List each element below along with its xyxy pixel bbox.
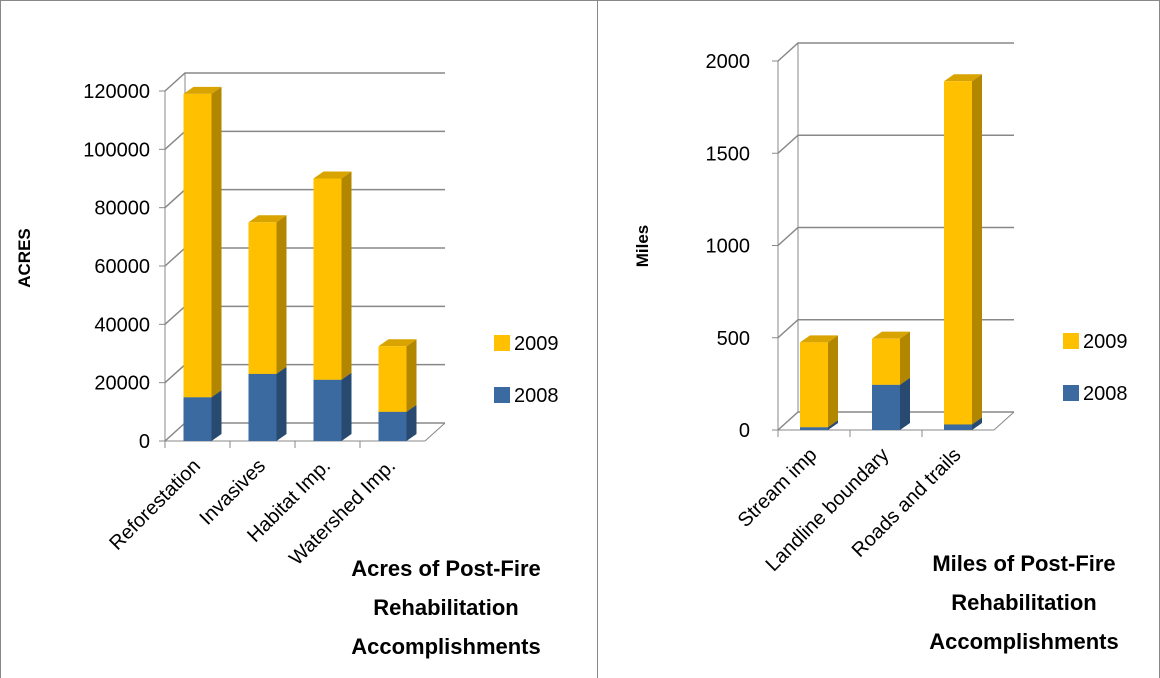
grid-line (777, 134, 1014, 154)
bar-side (276, 215, 287, 374)
bar-front (183, 397, 212, 441)
bar-side (828, 335, 838, 428)
y-tick-label: 500 (717, 328, 750, 350)
bar-side (972, 417, 982, 430)
legend-swatch (1063, 333, 1079, 349)
bar-front (944, 81, 972, 425)
bar-front (313, 178, 342, 380)
legend-swatch (494, 335, 510, 351)
y-tick-label: 80000 (94, 198, 150, 220)
grid-line (164, 72, 445, 92)
bar-front (944, 424, 972, 430)
legend-label: 2008 (514, 385, 559, 407)
bar-side (900, 331, 910, 385)
grid-line (777, 42, 1014, 62)
x-tick-label: Landline boundary (762, 444, 894, 576)
grid-line (777, 226, 1014, 247)
bar-front (872, 384, 900, 430)
bar-front (378, 411, 407, 441)
bar (248, 366, 287, 441)
bar-front (248, 222, 277, 374)
legend-label: 2009 (514, 333, 559, 355)
bar-top (313, 171, 352, 179)
bar (183, 390, 222, 441)
bar (248, 215, 287, 374)
bar-front (800, 342, 828, 428)
floor-edge (424, 422, 446, 442)
bar (872, 377, 910, 430)
bar-top (378, 339, 417, 347)
y-tick-label: 120000 (83, 81, 150, 103)
x-tick-label: Reforestation (105, 455, 205, 555)
y-tick-label: 100000 (83, 139, 150, 161)
bar-top (248, 215, 287, 223)
bar-front (872, 338, 900, 385)
bar-side (341, 372, 352, 441)
y-tick-label: 0 (139, 431, 150, 453)
chart-title: Acres of Post-Fire Rehabilitation Accomp… (351, 556, 541, 659)
bar-front (248, 373, 277, 441)
legend-label: 2008 (1083, 383, 1128, 405)
bar-front (313, 379, 342, 441)
chart-title: Miles of Post-Fire Rehabilitation Accomp… (929, 551, 1119, 654)
y-tick-label: 2000 (706, 51, 751, 73)
bar (313, 372, 352, 441)
bar (378, 339, 417, 412)
legend-swatch (1063, 385, 1079, 401)
y-tick-label: 1000 (706, 236, 751, 258)
bar (944, 74, 982, 425)
bar (313, 171, 352, 380)
bar-top (944, 74, 982, 82)
bar-front (183, 93, 212, 398)
bar (872, 331, 910, 385)
bar-side (211, 86, 222, 398)
bar-side (406, 339, 417, 412)
y-axis-label: ACRES (15, 228, 34, 288)
y-tick-label: 40000 (94, 314, 150, 336)
y-tick-label: 20000 (94, 373, 150, 395)
bar (183, 86, 222, 398)
bar-side (406, 404, 417, 441)
bar-side (276, 366, 287, 441)
legend-label: 2009 (1083, 331, 1128, 353)
legend-swatch (494, 387, 510, 403)
bar-top (872, 331, 910, 339)
y-tick-label: 60000 (94, 256, 150, 278)
grid-line (777, 411, 1014, 431)
y-tick-label: 0 (739, 420, 750, 442)
bar-front (800, 427, 828, 430)
floor-edge (993, 411, 1015, 431)
bar-top (183, 86, 222, 94)
y-tick-label: 1500 (706, 143, 751, 165)
bar-top (800, 335, 838, 343)
bar-side (828, 420, 838, 430)
bar-side (900, 377, 910, 430)
bar-side (972, 74, 982, 425)
bar-front (378, 346, 407, 412)
grid-line (777, 319, 1014, 339)
bar-side (211, 390, 222, 441)
bar (800, 335, 838, 428)
y-axis-label: Miles (633, 225, 652, 268)
bar-side (341, 171, 352, 380)
